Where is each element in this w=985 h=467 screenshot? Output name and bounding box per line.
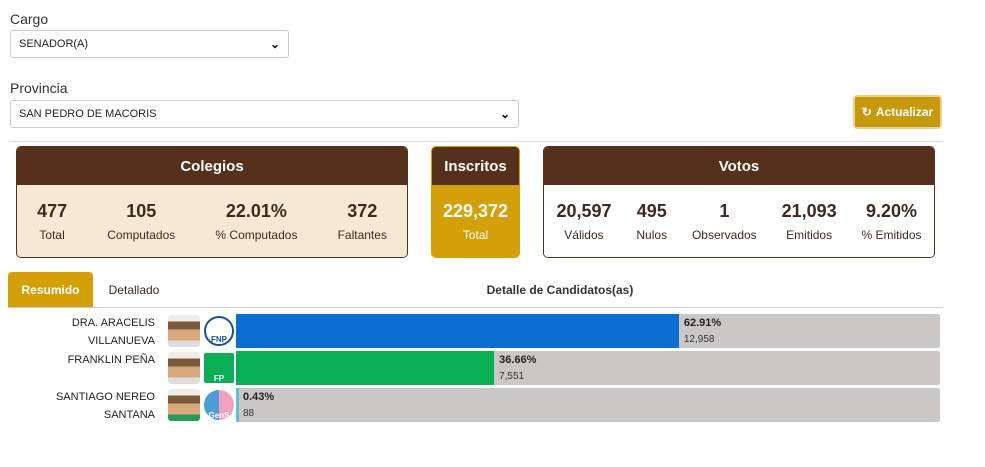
cargo-select[interactable]: SENADOR(A) ⌄ <box>10 30 289 58</box>
vote-count: 7,551 <box>499 371 525 382</box>
stat-label: % Computados <box>215 227 298 242</box>
vote-bar-fill <box>236 388 240 422</box>
stat: 9.20% % Emitidos <box>862 201 922 242</box>
refresh-button[interactable]: ↻ Actualizar <box>853 95 942 129</box>
stat: 22.01% % Computados <box>215 201 297 242</box>
votos-title: Votos <box>544 147 934 185</box>
vote-percent: 0.43% <box>243 391 275 403</box>
votos-card: Votos 20,597 Válidos 495 Nulos 1 Observados… <box>543 146 935 258</box>
cargo-label: Cargo <box>10 11 49 27</box>
divider <box>8 307 943 308</box>
vote-count: 88 <box>243 408 255 419</box>
stat-label: Nulos <box>636 227 668 242</box>
vote-bar: 0.43% 88 <box>236 388 940 422</box>
candidate-name: SANTIAGO NEREO SANTANA <box>0 388 155 424</box>
stat: 229,372 Total <box>443 201 508 242</box>
stat-label: Total <box>39 227 65 242</box>
stat: 20,597 Válidos <box>556 201 611 242</box>
party-logo-icon: FNP <box>204 316 234 346</box>
tab-resumido[interactable]: Resumido <box>8 272 93 307</box>
candidate-photo <box>168 352 200 384</box>
stat-value: 495 <box>636 200 667 221</box>
stat-label: Válidos <box>564 227 604 242</box>
vote-bar: 62.91% 12,958 <box>236 314 940 348</box>
refresh-label: Actualizar <box>875 105 934 119</box>
divider <box>10 141 942 142</box>
candidate-photo <box>168 389 200 421</box>
stat-label: Emitidos <box>786 227 833 242</box>
stat-value: 105 <box>126 200 157 221</box>
stat-value: 22.01% <box>225 200 287 221</box>
colegios-title: Colegios <box>17 147 407 185</box>
cargo-value: SENADOR(A) <box>19 38 89 50</box>
vote-bar: 36.66% 7,551 <box>236 351 940 385</box>
vote-percent: 36.66% <box>499 354 537 366</box>
refresh-icon: ↻ <box>861 105 872 119</box>
stat: 105 Computados <box>107 201 175 242</box>
stat-value: 21,093 <box>781 200 837 221</box>
stat-label: Observados <box>691 227 757 242</box>
candidate-row: SANTIAGO NEREO SANTANA GenS 0.43% 88 <box>0 388 985 422</box>
candidate-name: FRANKLIN PEÑA <box>0 351 155 369</box>
candidate-name-line: SANTANA <box>103 409 155 421</box>
candidate-name-line: SANTIAGO NEREO <box>55 391 155 403</box>
chevron-down-icon: ⌄ <box>499 107 510 121</box>
stat-label: Faltantes <box>337 227 387 242</box>
colegios-card: Colegios 477 Total 105 Computados 22.01% % … <box>16 146 408 258</box>
stat: 21,093 Emitidos <box>782 201 837 242</box>
detail-title: Detalle de Candidatos(as) <box>486 283 634 297</box>
provincia-value: SAN PEDRO DE MACORIS <box>19 108 157 120</box>
tab-detallado[interactable]: Detallado <box>108 282 160 297</box>
stat-label: Computados <box>107 227 176 242</box>
stat-value: 477 <box>37 200 68 221</box>
stat: 372 Faltantes <box>338 201 387 242</box>
provincia-label: Provincia <box>10 80 68 96</box>
candidate-name-line: DRA. ARACELIS <box>71 317 155 329</box>
candidate-row: DRA. ARACELIS VILLANUEVA FNP 62.91% 12,95… <box>0 314 985 348</box>
inscritos-title: Inscritos <box>432 147 519 185</box>
stat-label: Total <box>462 227 489 242</box>
candidate-name-line: FRANKLIN PEÑA <box>67 354 155 366</box>
stat-value: 1 <box>719 200 730 221</box>
vote-bar-fill <box>236 314 679 348</box>
stat: 1 Observados <box>692 201 757 242</box>
vote-bar-fill <box>236 351 495 385</box>
party-logo-icon: GenS <box>204 390 234 420</box>
provincia-select[interactable]: SAN PEDRO DE MACORIS ⌄ <box>10 100 519 128</box>
stat-label: % Emitidos <box>861 227 922 242</box>
vote-count: 12,958 <box>683 334 715 345</box>
stat: 495 Nulos <box>636 201 667 242</box>
stat-value: 229,372 <box>442 200 509 221</box>
candidate-name: DRA. ARACELIS VILLANUEVA <box>0 314 155 350</box>
stat-value: 20,597 <box>556 200 612 221</box>
stat-value: 9.20% <box>866 200 918 221</box>
candidate-photo <box>168 315 200 347</box>
stat-value: 372 <box>347 200 378 221</box>
inscritos-card: Inscritos 229,372 Total <box>431 146 520 258</box>
party-logo-icon: FP <box>204 353 234 383</box>
stat: 477 Total <box>37 201 67 242</box>
chevron-down-icon: ⌄ <box>269 37 280 51</box>
candidate-name-line: VILLANUEVA <box>87 335 155 347</box>
candidate-row: FRANKLIN PEÑA FP 36.66% 7,551 <box>0 351 985 385</box>
vote-percent: 62.91% <box>683 317 722 329</box>
